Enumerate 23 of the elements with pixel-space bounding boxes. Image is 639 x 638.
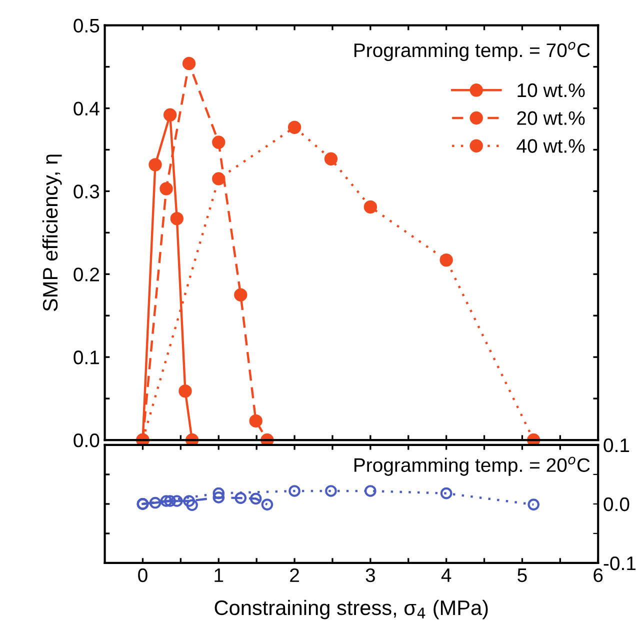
- y2-tick-label: -0.1: [604, 556, 636, 570]
- legend-label: 10 wt.%: [518, 83, 585, 98]
- legend-label: 20 wt.%: [517, 111, 585, 125]
- x-tick-label: 5: [518, 568, 527, 582]
- y-tick-label: 0.4: [74, 102, 100, 116]
- y-axis-title: SMP efficiency, η: [42, 154, 62, 312]
- legend-label: 40 wt.%: [516, 139, 585, 153]
- y-tick-label: 0.5: [74, 18, 100, 33]
- y2-tick-label: 0.1: [604, 438, 630, 452]
- y-tick-label: 0.2: [74, 268, 99, 282]
- x-axis-title: Constraining stress, σ$_{4}$ (MPa): [214, 600, 488, 620]
- annotation: Programming temp. = 20$^{o}$C: [354, 456, 590, 476]
- x-tick-label: 0: [138, 568, 148, 582]
- x-tick-label: 2: [290, 568, 299, 582]
- x-tick-label: 4: [441, 568, 452, 582]
- y-tick-label: 0.0: [74, 433, 100, 448]
- y-tick-label: 0.3: [74, 184, 100, 198]
- x-tick-label: 3: [366, 568, 375, 582]
- x-tick-label: 6: [594, 568, 603, 582]
- x-tick-label: 1: [214, 568, 224, 582]
- y2-tick-label: 0.0: [604, 497, 630, 512]
- annotation: Programming temp. = 70$^{o}$C: [354, 42, 590, 62]
- y-tick-label: 0.1: [74, 350, 99, 364]
